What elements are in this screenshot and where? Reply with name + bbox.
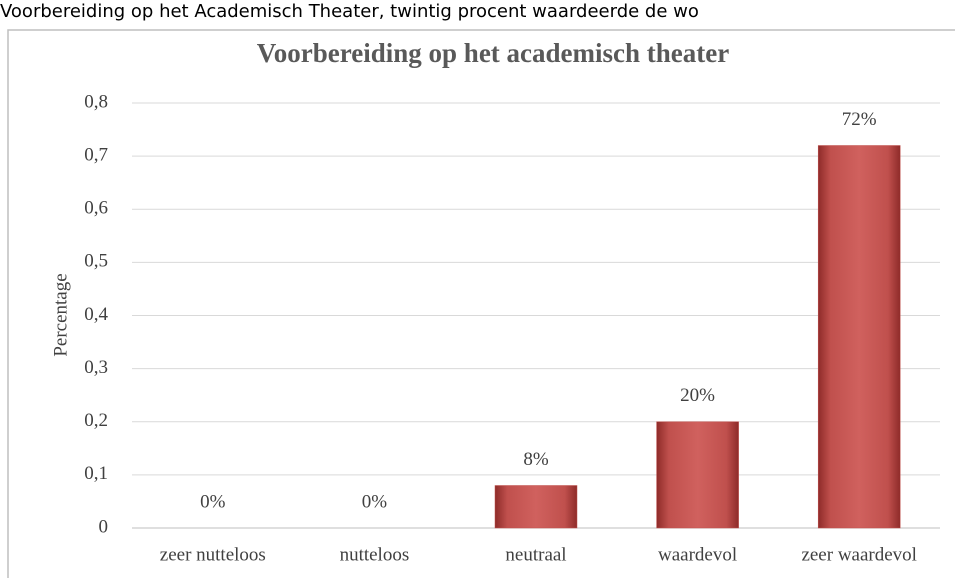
chart-title: Voorbereiding op het academisch theater <box>257 38 729 68</box>
y-tick-label: 0,2 <box>84 410 108 431</box>
bar <box>817 145 901 529</box>
y-tick-label: 0,3 <box>84 357 108 378</box>
y-tick-label: 0 <box>99 516 109 537</box>
y-tick-label: 0,8 <box>84 91 108 112</box>
chart-frame <box>7 29 955 578</box>
y-axis-label: Percentage <box>50 273 71 356</box>
data-label: 0% <box>362 491 388 512</box>
caption: Voorbereiding op het Academisch Theater,… <box>0 1 699 22</box>
y-tick-label: 0,7 <box>84 144 108 165</box>
x-tick-label: waardevol <box>658 544 737 565</box>
x-tick-label: nutteloos <box>340 544 410 565</box>
bar <box>656 421 739 529</box>
x-tick-label: zeer waardevol <box>801 544 917 565</box>
data-label: 0% <box>200 491 226 512</box>
y-tick-label: 0,1 <box>84 463 108 484</box>
data-label: 8% <box>523 449 549 470</box>
data-label: 72% <box>842 109 877 130</box>
y-tick-label: 0,4 <box>84 304 108 325</box>
y-tick-label: 0,5 <box>84 251 108 272</box>
x-tick-label: neutraal <box>505 544 566 565</box>
data-label: 20% <box>680 385 715 406</box>
x-tick-label: zeer nutteloos <box>160 544 266 565</box>
bar <box>494 485 578 529</box>
y-tick-label: 0,6 <box>84 198 108 219</box>
